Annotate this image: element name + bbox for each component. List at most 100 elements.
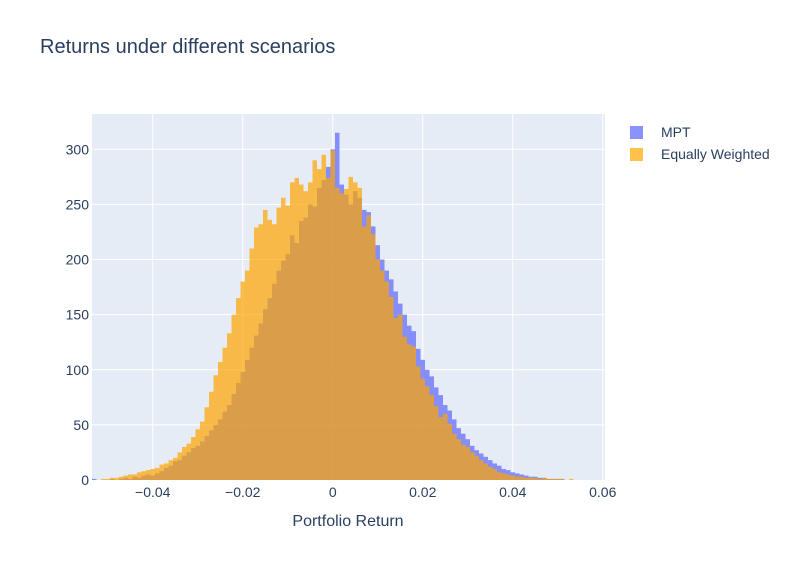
histogram-bar: [398, 314, 403, 480]
histogram-bar: [101, 478, 106, 480]
histogram-bar: [294, 177, 299, 480]
series-1: [101, 150, 574, 481]
legend-label-mpt: MPT: [661, 124, 691, 140]
legend-item-mpt[interactable]: MPT: [630, 121, 770, 143]
legend[interactable]: MPT Equally Weighted: [630, 121, 770, 165]
histogram-bar: [425, 386, 430, 480]
histogram-bar: [281, 197, 286, 480]
histogram-bar: [533, 477, 538, 480]
histogram-bar: [515, 476, 520, 480]
histogram-bar: [447, 423, 452, 480]
x-tick-label: 0.04: [499, 484, 526, 500]
histogram-bar: [272, 224, 277, 480]
histogram-bar: [213, 375, 218, 480]
histogram-bar: [362, 226, 367, 480]
histogram-bar: [263, 209, 268, 480]
histogram-bar: [429, 395, 434, 480]
histogram-bar: [182, 446, 187, 480]
histogram-bar: [515, 473, 520, 480]
histogram-bar: [366, 215, 371, 480]
x-tick-label: −0.02: [225, 484, 261, 500]
histogram-bar: [434, 406, 439, 480]
histogram-bar: [299, 184, 304, 481]
y-tick-label: 0: [81, 472, 89, 488]
histogram-bar: [411, 346, 416, 480]
y-tick-label: 50: [73, 417, 89, 433]
histogram-bar: [123, 475, 128, 480]
x-tick-labels: −0.04 −0.02 0 0.02 0.04 0.06: [135, 484, 617, 500]
histogram-bar: [317, 169, 322, 480]
histogram-bar: [389, 297, 394, 480]
histogram-bar: [200, 421, 205, 480]
histogram-bar: [569, 478, 574, 480]
histogram-bar: [110, 477, 115, 480]
histogram-bar: [254, 227, 259, 480]
histogram-bar: [204, 407, 209, 480]
histogram-bar: [141, 471, 146, 480]
histogram-bar: [524, 477, 529, 480]
histogram-bar: [371, 234, 376, 480]
histogram-bar: [267, 219, 272, 480]
histogram-bar: [159, 464, 164, 480]
histogram-bar: [137, 472, 142, 480]
y-tick-label: 100: [66, 362, 90, 378]
histogram-bar: [528, 477, 533, 480]
histogram-bar: [155, 467, 160, 480]
histogram-bar: [218, 362, 223, 480]
x-tick-label: 0.02: [409, 484, 436, 500]
histogram-bar: [132, 474, 137, 480]
y-tick-label: 150: [66, 307, 90, 323]
x-tick-label: −0.04: [135, 484, 171, 500]
histogram-bar: [537, 478, 542, 480]
histogram-bar: [249, 248, 254, 480]
histogram-bar: [474, 455, 479, 480]
x-axis-label: Portfolio Return: [292, 513, 403, 530]
histogram-bar: [470, 452, 475, 480]
histogram-bar: [326, 177, 331, 480]
histogram-bar: [308, 182, 313, 480]
histogram-bar: [479, 460, 484, 480]
histogram-bar: [150, 468, 155, 480]
legend-label-equally-weighted: Equally Weighted: [661, 146, 770, 162]
chart-title: Returns under different scenarios: [40, 36, 336, 58]
histogram-bar: [492, 468, 497, 480]
histogram-bar: [321, 154, 326, 480]
histogram-bar: [290, 182, 295, 480]
histogram-bar: [177, 452, 182, 480]
histogram-bar: [393, 317, 398, 480]
histogram-bar: [312, 160, 317, 480]
histogram-bar: [240, 281, 245, 480]
histogram-bar: [461, 444, 466, 480]
histogram-bar: [519, 476, 524, 480]
x-tick-label: 0.06: [589, 484, 616, 500]
histogram-bar: [195, 429, 200, 480]
histogram-bar: [465, 446, 470, 480]
histogram-bar: [339, 193, 344, 481]
histogram-bar: [438, 417, 443, 480]
histogram-bar: [488, 466, 493, 480]
histogram-bar: [231, 314, 236, 480]
histogram-bar: [303, 191, 308, 480]
histogram-bar: [285, 205, 290, 480]
histogram-bar: [348, 176, 353, 481]
histogram-bar: [105, 478, 110, 480]
histogram-bar: [209, 391, 214, 480]
histogram-bar: [191, 437, 196, 480]
histogram-bar: [452, 433, 457, 480]
histogram-bar: [416, 366, 421, 480]
y-tick-label: 250: [66, 196, 90, 212]
histogram-bar: [456, 439, 461, 480]
histogram-bar: [245, 270, 250, 480]
histogram-bar: [146, 470, 151, 480]
histogram-bar: [258, 224, 263, 480]
histogram-bar: [546, 478, 551, 480]
y-tick-label: 300: [66, 141, 90, 157]
legend-item-equally-weighted[interactable]: Equally Weighted: [630, 143, 770, 165]
histogram-bar: [420, 378, 425, 480]
histogram-bar: [335, 187, 340, 480]
histogram-bar: [551, 478, 556, 480]
histogram-bar: [276, 207, 281, 480]
histogram-bar: [114, 477, 119, 480]
legend-swatch-mpt: [630, 125, 643, 139]
